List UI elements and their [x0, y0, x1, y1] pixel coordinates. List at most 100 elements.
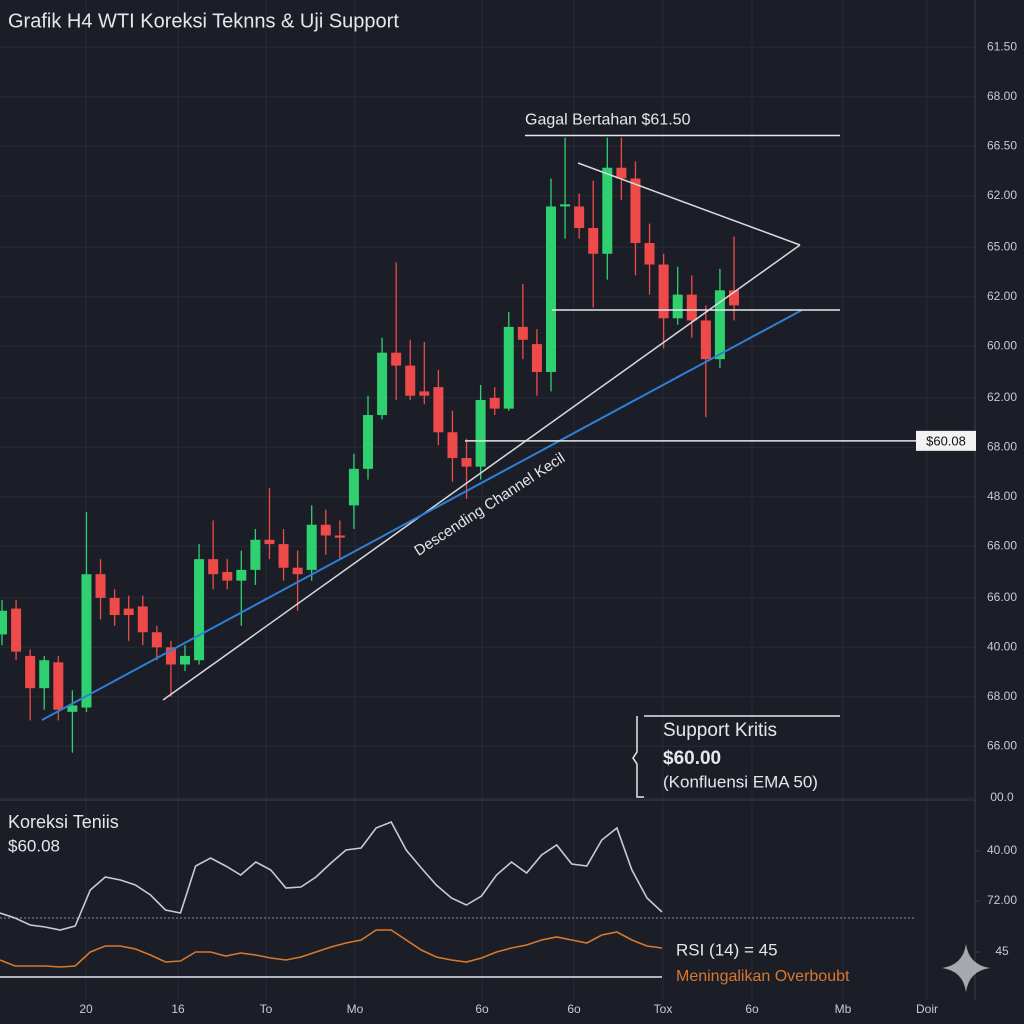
x-tick-label: To: [260, 1002, 273, 1016]
candle-body: [602, 167, 613, 254]
candle-body: [194, 559, 205, 661]
rsi-line: [0, 929, 663, 968]
x-tick-label: Doir: [916, 1002, 938, 1016]
x-tick-label: 20: [79, 1002, 93, 1016]
candle-body: [151, 632, 162, 648]
x-tick-label: Tox: [654, 1002, 673, 1016]
y-tick-label: 66.00: [987, 738, 1017, 752]
candle-body: [391, 352, 402, 366]
candle-body: [278, 544, 289, 568]
candle-body: [222, 572, 233, 581]
x-tick-label: 16: [171, 1002, 185, 1016]
grid: [0, 0, 975, 1000]
candle-body: [700, 320, 711, 360]
candle-body: [714, 290, 725, 360]
panel-title: Koreksi Teniis: [8, 812, 119, 832]
support-note: (Konfluensi EMA 50): [663, 772, 818, 791]
trendline: [162, 244, 801, 701]
candle-body: [729, 290, 739, 306]
y-tick-label: 48.00: [987, 489, 1017, 503]
candle-body: [25, 655, 36, 689]
candle-body: [208, 559, 219, 575]
candle-body: [546, 206, 556, 373]
x-tick-label: 6o: [567, 1002, 581, 1016]
candle-body: [137, 606, 148, 633]
rsi-lines: [0, 820, 663, 968]
y-tick-label: 66.50: [987, 138, 1017, 152]
candle-body: [81, 574, 92, 708]
candle-body: [109, 597, 120, 616]
candle-body: [306, 524, 317, 570]
y-tick-label: 00.0: [990, 790, 1014, 804]
support-title: Support Kritis: [663, 720, 777, 741]
candle-body: [236, 569, 247, 581]
candle-body: [419, 391, 430, 396]
candle-body: [292, 567, 303, 575]
y-tick-label: 62.00: [987, 289, 1017, 303]
rsi-line: [0, 820, 663, 931]
candle-body: [560, 204, 571, 207]
y-tick-label: 40.00: [987, 639, 1017, 653]
candle-body: [377, 352, 388, 416]
y-tick-label: 72.00: [987, 893, 1017, 907]
price-tag: [916, 430, 976, 451]
candle-body: [123, 608, 134, 616]
y-tick-label: 66.00: [987, 538, 1017, 552]
candles: [0, 137, 739, 753]
candle-body: [165, 647, 176, 665]
candle-body: [658, 264, 669, 319]
candle-body: [334, 535, 345, 538]
candle-body: [616, 167, 627, 179]
candle-body: [11, 608, 22, 652]
support-price: $60.00: [663, 748, 721, 769]
y-tick-label: 45: [995, 944, 1009, 958]
candle-body: [672, 294, 683, 319]
x-tick-label: 6o: [745, 1002, 759, 1016]
candle-body: [53, 662, 64, 710]
axes: 61.50 68.00 66.50 62.00 65.00 62.00 60.00 62.00…: [79, 39, 1017, 1016]
candle-body: [363, 415, 373, 469]
support-bracket: [632, 715, 840, 798]
candle-body: [320, 524, 331, 536]
candle-body: [39, 660, 50, 689]
y-tick-label: 65.00: [987, 239, 1017, 253]
x-tick-label: Mb: [835, 1002, 852, 1016]
y-tick-label: 68.00: [987, 89, 1017, 103]
resistance-label: Gagal Bertahan $61.50: [525, 112, 691, 129]
x-tick-label: 6o: [475, 1002, 489, 1016]
candle-body: [433, 387, 444, 433]
candle-body: [644, 243, 655, 265]
trendline: [577, 162, 801, 246]
y-tick-label: 66.00: [987, 590, 1017, 604]
candle-body: [0, 610, 7, 635]
price-tag-label: $60.08: [926, 433, 966, 448]
y-tick-label: 40.00: [987, 843, 1017, 857]
candle-body: [405, 365, 416, 396]
candle-body: [503, 326, 514, 409]
rsi-label: RSI (14) = 45: [676, 940, 778, 959]
candle-body: [67, 705, 78, 712]
y-tick-label: 68.00: [987, 689, 1017, 703]
y-tick-label: 68.00: [987, 439, 1017, 453]
panel-subtitle: $60.08: [8, 836, 60, 855]
ema-line: [41, 309, 803, 721]
rsi-note: Meningalikan Overboubt: [676, 968, 850, 985]
candle-body: [447, 432, 458, 459]
candle-body: [250, 539, 261, 570]
candle-body: [517, 326, 528, 340]
candle-body: [95, 574, 106, 598]
candle-body: [475, 400, 486, 467]
logo-star: [942, 944, 990, 992]
levels: Gagal Bertahan $61.50 $60.08: [465, 112, 976, 451]
x-tick-label: Mo: [347, 1002, 364, 1016]
candle-body: [574, 206, 585, 228]
y-tick-label: 61.50: [987, 39, 1017, 53]
candle-body: [264, 539, 275, 545]
candle-body: [348, 468, 359, 506]
y-tick-label: 60.00: [987, 338, 1017, 352]
chart-title: Grafik H4 WTI Koreksi Teknns & Uji Suppo…: [8, 10, 399, 32]
y-tick-label: 62.00: [987, 390, 1017, 404]
